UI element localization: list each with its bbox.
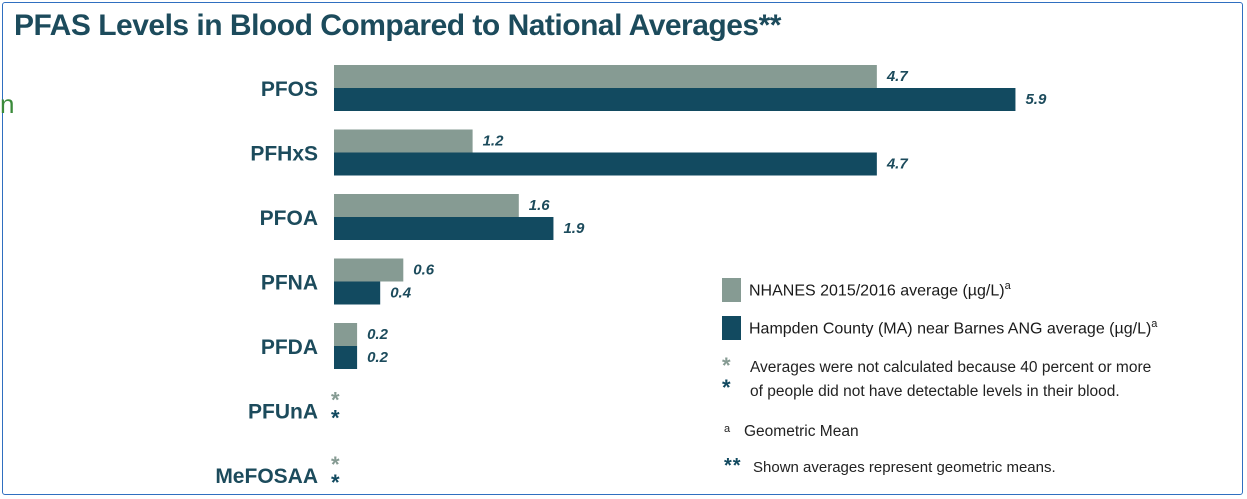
bar-pfna-hampden bbox=[334, 281, 381, 305]
bar-pfda-nhanes bbox=[334, 323, 358, 346]
bar-pfoa-hampden bbox=[334, 217, 554, 240]
value-label-pfda-nhanes: 0.2 bbox=[367, 326, 389, 343]
category-label-pfhxs: PFHxS bbox=[250, 143, 318, 166]
legend-footnote-a: a bbox=[1004, 279, 1011, 292]
double-star-marker: ** bbox=[724, 455, 742, 477]
not-calculated-star-mefosaa-0: * bbox=[331, 452, 340, 477]
legend-item-nhanes: NHANES 2015/2016 average (µg/L)a bbox=[722, 278, 1011, 302]
category-label-pfuna: PFUnA bbox=[248, 401, 318, 424]
bar-pfos-nhanes bbox=[334, 65, 877, 88]
bar-pfda-hampden bbox=[334, 346, 358, 369]
not-calculated-star-pfuna-1: * bbox=[331, 406, 340, 431]
category-label-pfos: PFOS bbox=[261, 78, 318, 101]
note-star-hampden: * bbox=[722, 375, 731, 400]
value-label-pfhxs-nhanes: 1.2 bbox=[483, 133, 505, 150]
value-label-pfda-hampden: 0.2 bbox=[367, 349, 389, 366]
bar-pfhxs-nhanes bbox=[334, 129, 473, 153]
footnote-geometric-means: Shown averages represent geometric means… bbox=[753, 459, 1056, 476]
category-label-pfoa: PFOA bbox=[260, 207, 318, 230]
bar-pfos-hampden bbox=[334, 88, 1016, 111]
not-calculated-star-mefosaa-1: * bbox=[331, 470, 340, 495]
value-label-pfhxs-hampden: 4.7 bbox=[886, 156, 909, 173]
value-label-pfos-nhanes: 4.7 bbox=[886, 68, 909, 85]
legend-label-nhanes: NHANES 2015/2016 average (µg/L) bbox=[749, 282, 1005, 300]
chart-title: PFAS Levels in Blood Compared to Nationa… bbox=[14, 9, 781, 42]
footnote-geometric-mean: Geometric Mean bbox=[744, 423, 859, 440]
bar-pfhxs-hampden bbox=[334, 152, 877, 176]
footnote-a-marker: a bbox=[724, 423, 731, 435]
legend-item-hampden: Hampden County (MA) near Barnes ANG aver… bbox=[722, 316, 1157, 340]
value-label-pfoa-nhanes: 1.6 bbox=[529, 197, 551, 214]
value-label-pfoa-hampden: 1.9 bbox=[563, 220, 585, 237]
note-line-1: Averages were not calculated because 40 … bbox=[750, 359, 1152, 376]
category-label-pfna: PFNA bbox=[261, 272, 318, 295]
category-label-pfda: PFDA bbox=[261, 336, 318, 359]
bar-pfna-nhanes bbox=[334, 258, 404, 282]
legend-swatch-nhanes bbox=[722, 278, 741, 302]
not-calculated-star-pfuna-0: * bbox=[331, 388, 340, 413]
legend-swatch-hampden bbox=[722, 316, 741, 340]
value-label-pfna-nhanes: 0.6 bbox=[413, 262, 435, 279]
bar-pfoa-nhanes bbox=[334, 194, 519, 217]
value-label-pfos-hampden: 5.9 bbox=[1025, 91, 1047, 108]
cropped-edge-text: n bbox=[0, 89, 15, 119]
note-star-nhanes: * bbox=[722, 353, 731, 378]
value-label-pfna-hampden: 0.4 bbox=[390, 285, 412, 302]
legend-footnote-a: a bbox=[1151, 317, 1158, 330]
legend-label-hampden: Hampden County (MA) near Barnes ANG aver… bbox=[749, 320, 1152, 338]
category-label-mefosaa: MeFOSAA bbox=[215, 465, 318, 488]
note-line-2: of people did not have detectable levels… bbox=[750, 383, 1120, 400]
